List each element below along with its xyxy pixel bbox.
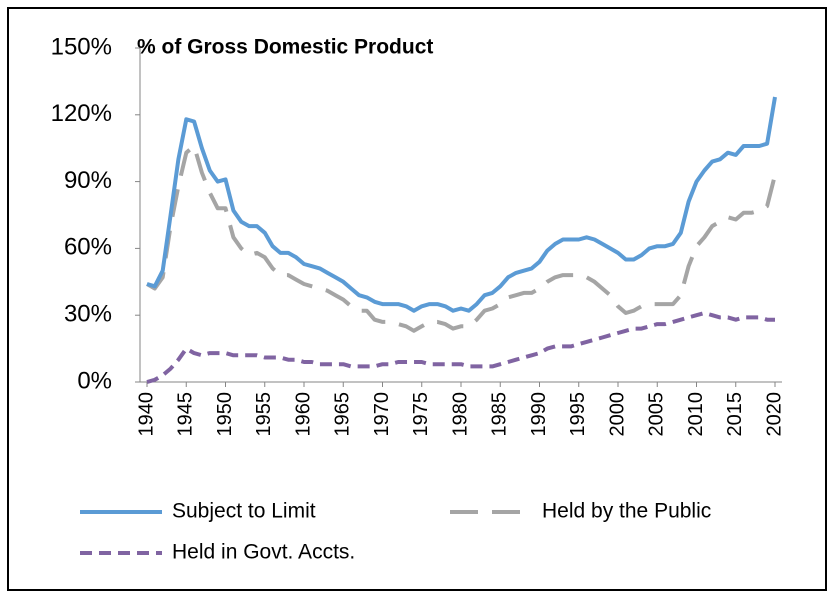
x-tick-label: 1975 — [410, 392, 432, 437]
chart-border — [7, 7, 827, 591]
legend-label: Held by the Public — [542, 500, 711, 523]
x-tick-label: 1955 — [253, 392, 275, 437]
y-tick-label: 0% — [77, 367, 112, 394]
x-tick-label: 2010 — [685, 392, 707, 437]
y-tick-label: 60% — [64, 234, 112, 261]
chart-title: % of Gross Domestic Product — [137, 36, 433, 59]
y-tick-label: 90% — [64, 167, 112, 194]
x-tick-label: 2020 — [763, 392, 785, 437]
series-line — [146, 144, 777, 333]
y-tick-label: 120% — [51, 100, 112, 127]
x-tick-label: 1980 — [449, 392, 471, 437]
legend-label: Subject to Limit — [172, 500, 316, 523]
series-line — [146, 96, 777, 313]
x-tick-label: 1970 — [371, 392, 393, 437]
x-tick-label: 2015 — [724, 392, 746, 437]
x-tick-label: 1960 — [292, 392, 314, 437]
y-tick-label: 30% — [64, 301, 112, 328]
series-line — [146, 311, 775, 384]
x-tick-label: 1945 — [175, 392, 197, 437]
x-tick-label: 1940 — [135, 392, 157, 437]
y-tick-label: 150% — [51, 33, 112, 60]
x-tick-label: 2005 — [646, 392, 668, 437]
x-tick-label: 1965 — [332, 392, 354, 437]
x-tick-label: 1990 — [528, 392, 550, 437]
x-tick-label: 2000 — [606, 392, 628, 437]
x-tick-label: 1950 — [214, 392, 236, 437]
x-tick-label: 1995 — [567, 392, 589, 437]
legend-label: Held in Govt. Accts. — [172, 541, 355, 564]
x-tick-label: 1985 — [489, 392, 511, 437]
